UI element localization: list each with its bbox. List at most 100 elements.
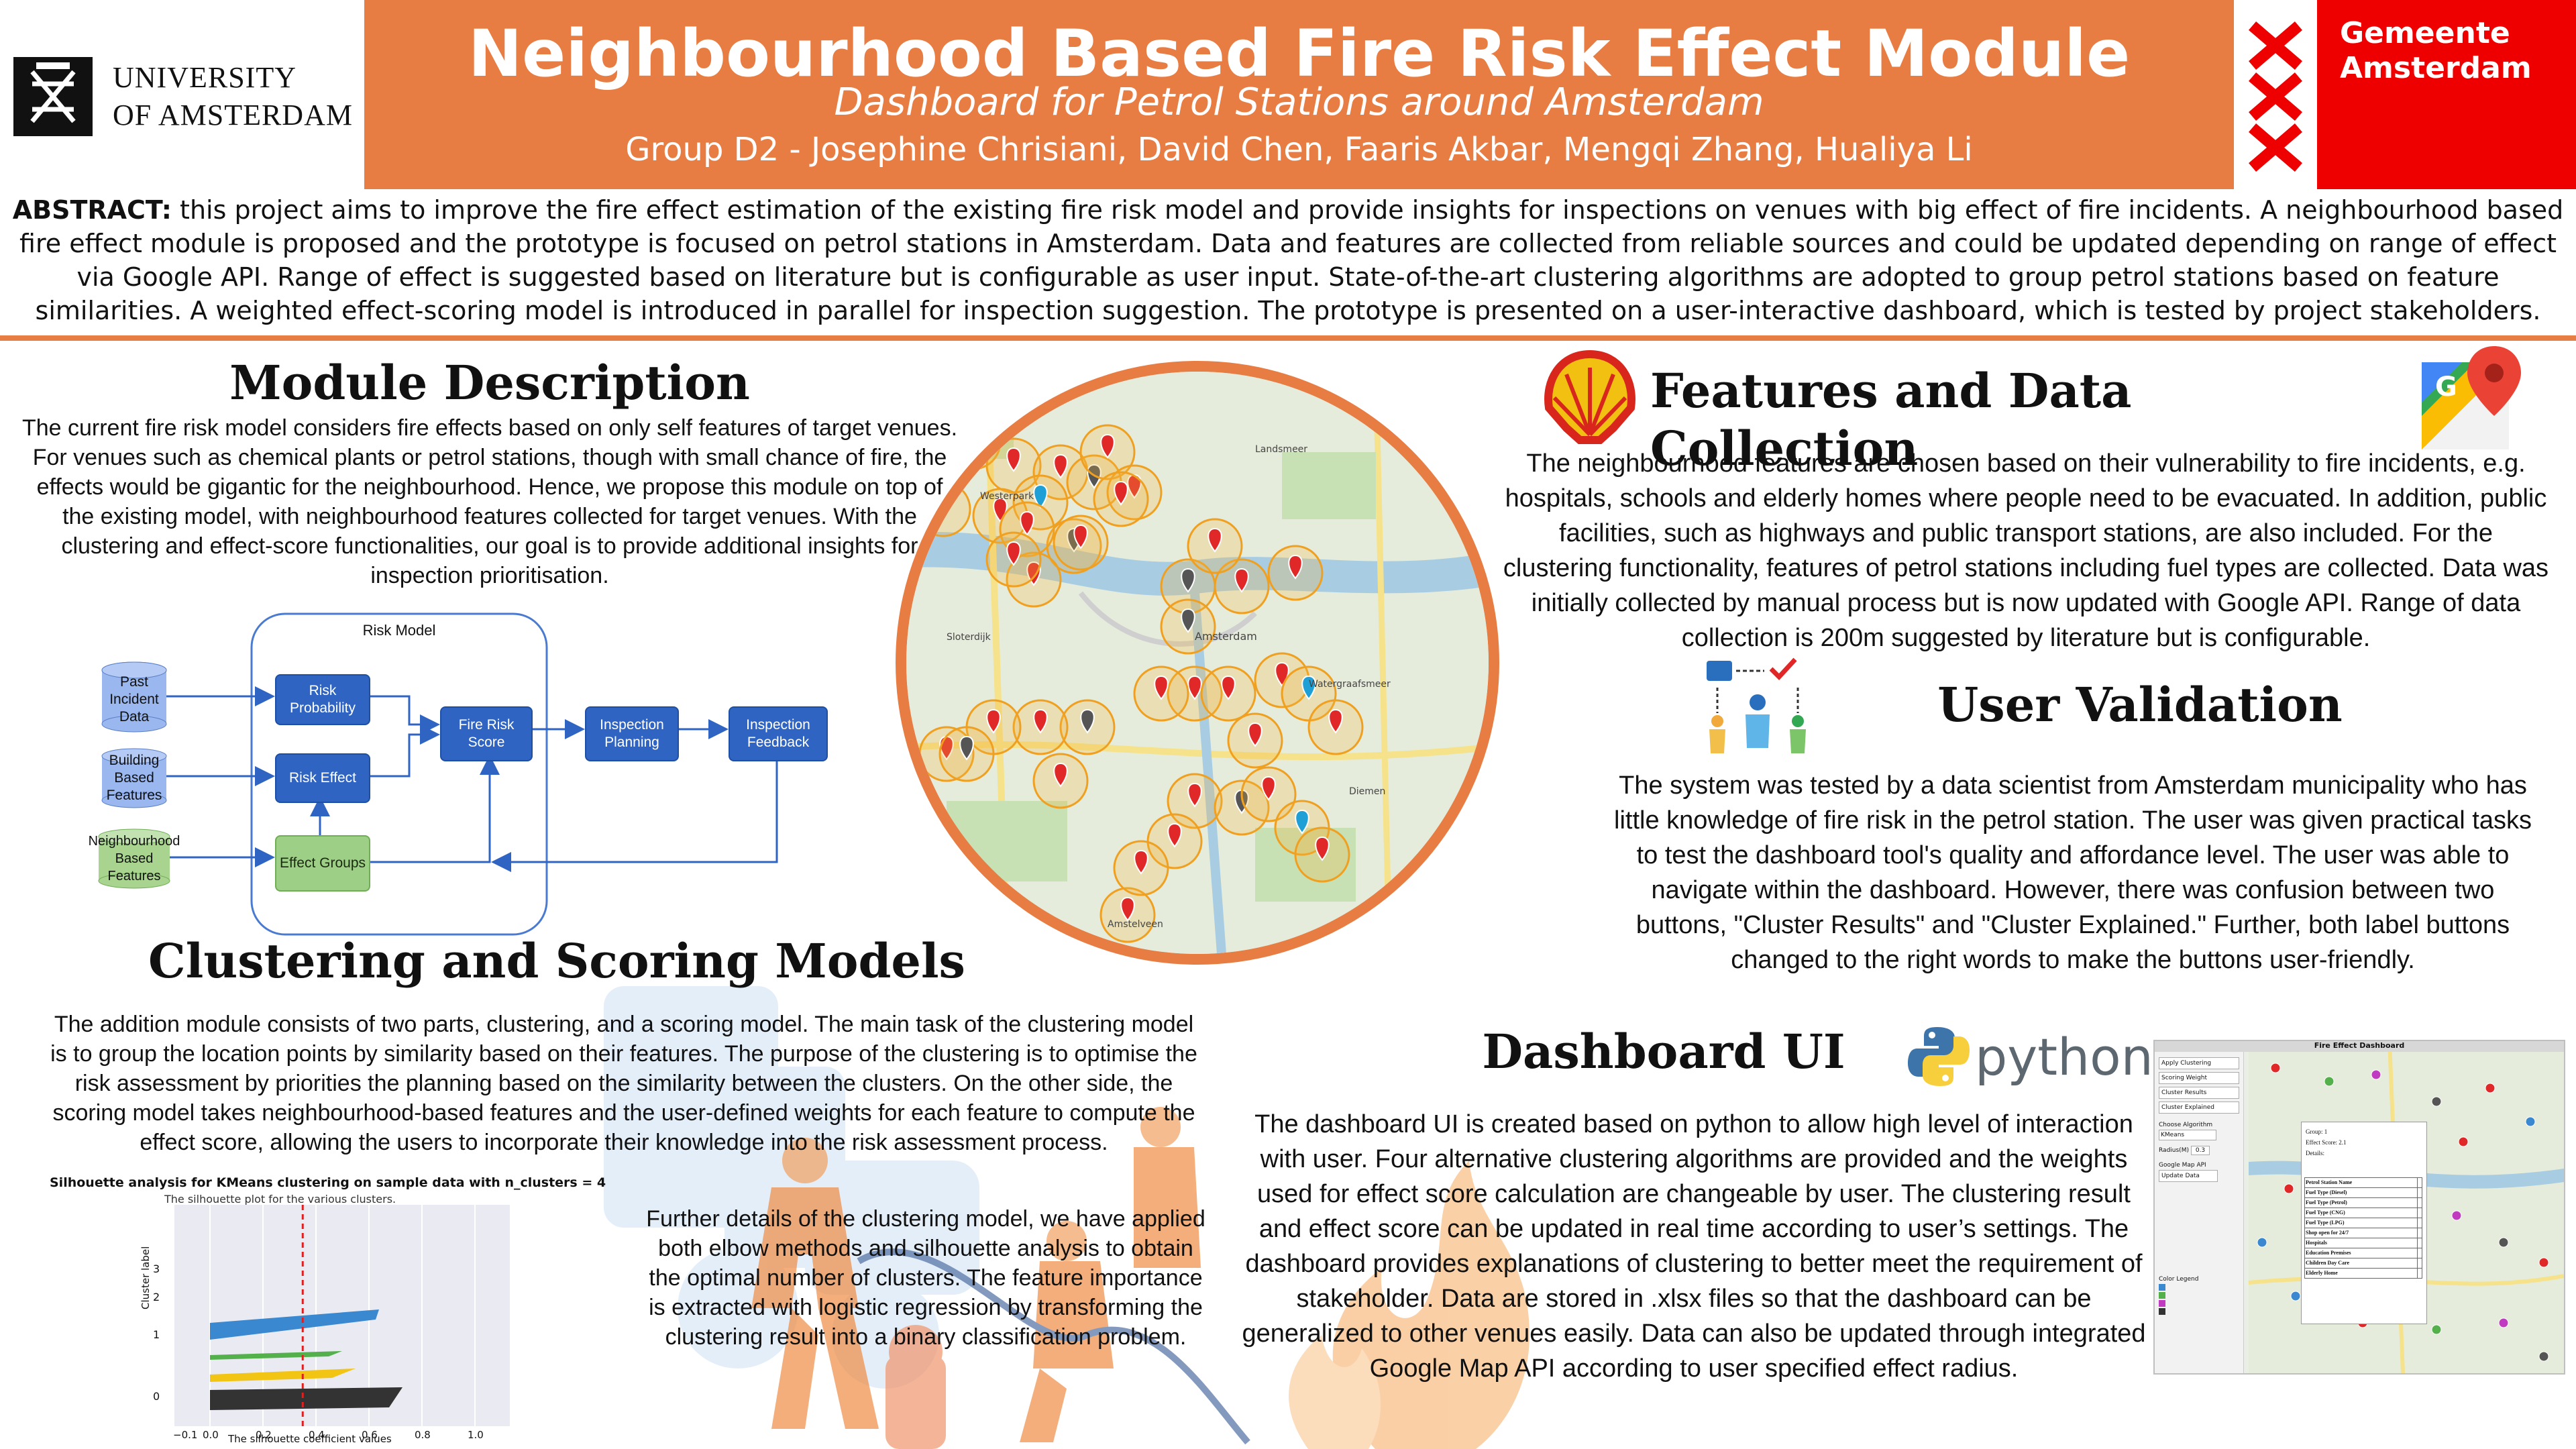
fire-risk-score-box: Fire Risk Score (440, 706, 533, 761)
map-label: Dashboard (994, 380, 1055, 392)
silhouette-plot: Silhouette analysis for KMeans clusterin… (40, 1175, 644, 1445)
station-pin[interactable] (1288, 554, 1303, 580)
station-pin[interactable] (986, 708, 1001, 734)
station-pin[interactable] (1006, 447, 1021, 472)
dashboard-pin[interactable] (2525, 1116, 2536, 1127)
dashboard-pin[interactable] (2451, 1210, 2462, 1221)
legend-swatch (2159, 1284, 2165, 1291)
municipality-name: Gemeente Amsterdam (2340, 16, 2532, 86)
dashboard-title: Fire Effect Dashboard (2314, 1041, 2405, 1050)
silhouette-xticks: −0.1 0.0 0.2 0.4 0.6 0.8 1.0 (173, 1429, 522, 1444)
dashboard-pin[interactable] (2498, 1237, 2509, 1248)
dashboard-pin[interactable] (2538, 1351, 2549, 1362)
header-band: Neighbourhood Based Fire Risk Effect Mod… (364, 0, 2234, 189)
station-pin[interactable] (1154, 675, 1169, 700)
station-pin[interactable] (1134, 849, 1148, 875)
xtick: −0.1 (173, 1429, 198, 1441)
poster-authors: Group D2 - Josephine Chrisiani, David Ch… (625, 131, 1973, 168)
update-data-button[interactable]: Update Data (2159, 1170, 2218, 1182)
station-pin[interactable] (1100, 433, 1115, 459)
dashboard-pin[interactable] (2485, 1083, 2496, 1093)
station-pin[interactable] (959, 735, 974, 761)
dashboard-pin[interactable] (2431, 1096, 2442, 1107)
map-place-label: Landsmeer (1255, 444, 1307, 455)
map-place-label: Amsterdam (1195, 630, 1257, 643)
divider (0, 335, 2576, 341)
module-body: The current fire risk model considers fi… (21, 415, 958, 588)
station-pin[interactable] (1120, 896, 1135, 922)
table-cell (2417, 1187, 2422, 1198)
station-pin[interactable] (1315, 836, 1330, 861)
table-row: Education Premises (2304, 1248, 2418, 1258)
station-pin[interactable] (1080, 708, 1095, 734)
dashboard-pin[interactable] (2371, 1069, 2381, 1080)
station-pin[interactable] (1295, 809, 1309, 835)
dashboard-pin[interactable] (2431, 1324, 2442, 1335)
dashboard-pin[interactable] (2270, 1063, 2281, 1073)
xtick: 0.8 (415, 1429, 431, 1441)
station-pin[interactable] (1248, 722, 1263, 747)
scoring-weight-button[interactable]: Scoring Weight (2159, 1072, 2239, 1084)
neighbourhood-features-cylinder-icon (98, 828, 170, 889)
station-pin[interactable] (1221, 675, 1236, 700)
dashboard-pin[interactable] (2284, 1183, 2294, 1194)
map-place-label: Sloterdijk (947, 632, 991, 643)
dashboard-pin[interactable] (2257, 1237, 2267, 1248)
station-pin[interactable] (1181, 608, 1195, 633)
legend-label: Color Legend (2159, 1276, 2199, 1283)
dashboard-screenshot: Fire Effect Dashboard Apply Clustering S… (2153, 1040, 2565, 1375)
radius-field: Radius(M) 0.3 (2159, 1146, 2239, 1155)
inspection-feedback-box: Inspection Feedback (729, 706, 828, 761)
dashboard-pin[interactable] (2458, 1136, 2469, 1147)
table-cell (2417, 1248, 2422, 1258)
map-place-label: Westerpark (980, 491, 1034, 502)
dashboard-sidebar: Apply Clustering Scoring Weight Cluster … (2155, 1052, 2244, 1373)
svg-text:G: G (2435, 372, 2457, 402)
xtick: 0.4 (309, 1429, 325, 1441)
diagram-connectors (166, 612, 778, 936)
popup-score: Effect Score: 2.1 (2306, 1139, 2347, 1146)
station-pin[interactable] (1053, 762, 1068, 788)
station-pin[interactable] (1006, 541, 1021, 566)
cluster-1-silhouette (210, 1309, 379, 1340)
station-pin[interactable] (1208, 527, 1222, 553)
cluster-results-button[interactable]: Cluster Results (2159, 1087, 2239, 1099)
abstract: ABSTRACT: this project aims to improve t… (12, 193, 2564, 327)
station-pin[interactable] (966, 423, 981, 449)
cluster-explained-button[interactable]: Cluster Explained (2159, 1102, 2239, 1114)
station-pin[interactable] (1073, 524, 1088, 549)
station-pin[interactable] (1167, 822, 1182, 848)
station-pin[interactable] (1187, 675, 1202, 700)
table-cell (2417, 1197, 2422, 1208)
dashboard-pin[interactable] (2498, 1318, 2509, 1328)
station-pin[interactable] (1053, 453, 1068, 479)
station-pin[interactable] (1187, 782, 1202, 808)
station-pin[interactable] (1301, 675, 1316, 700)
table-cell (2417, 1218, 2422, 1228)
dashboard-pin[interactable] (2324, 1076, 2334, 1087)
clustering-heading: Clustering and Scoring Models (148, 933, 965, 989)
station-pin[interactable] (1261, 775, 1276, 801)
municipality-line2: Amsterdam (2340, 51, 2532, 85)
building-features-cylinder-icon (101, 748, 167, 808)
station-pin[interactable] (1033, 708, 1048, 734)
api-label: Google Map API (2159, 1162, 2206, 1169)
station-pin[interactable] (1114, 480, 1128, 506)
dashboard-pin[interactable] (2290, 1291, 2301, 1301)
algorithm-select[interactable]: KMeans (2159, 1130, 2216, 1140)
station-pin[interactable] (1234, 568, 1249, 593)
silhouette-yticks: 0 1 2 3 (153, 1216, 169, 1430)
silhouette-axes (174, 1205, 510, 1426)
silhouette-subtitle: The silhouette plot for the various clus… (164, 1193, 396, 1205)
station-pin[interactable] (1328, 708, 1343, 734)
station-pin[interactable] (1020, 511, 1034, 536)
silhouette-title: Silhouette analysis for KMeans clusterin… (50, 1175, 606, 1190)
radius-input[interactable]: 0.3 (2190, 1146, 2210, 1155)
station-pin[interactable] (1181, 568, 1195, 593)
apply-clustering-button[interactable]: Apply Clustering (2159, 1057, 2239, 1069)
station-pin[interactable] (1033, 484, 1048, 509)
xtick: 0.2 (256, 1429, 272, 1441)
dashboard-pin[interactable] (2538, 1257, 2549, 1268)
station-map[interactable]: Dashboard Westerpark Landsmeer Amsterdam… (896, 361, 1499, 965)
effect-groups-box: Effect Groups (275, 835, 370, 892)
